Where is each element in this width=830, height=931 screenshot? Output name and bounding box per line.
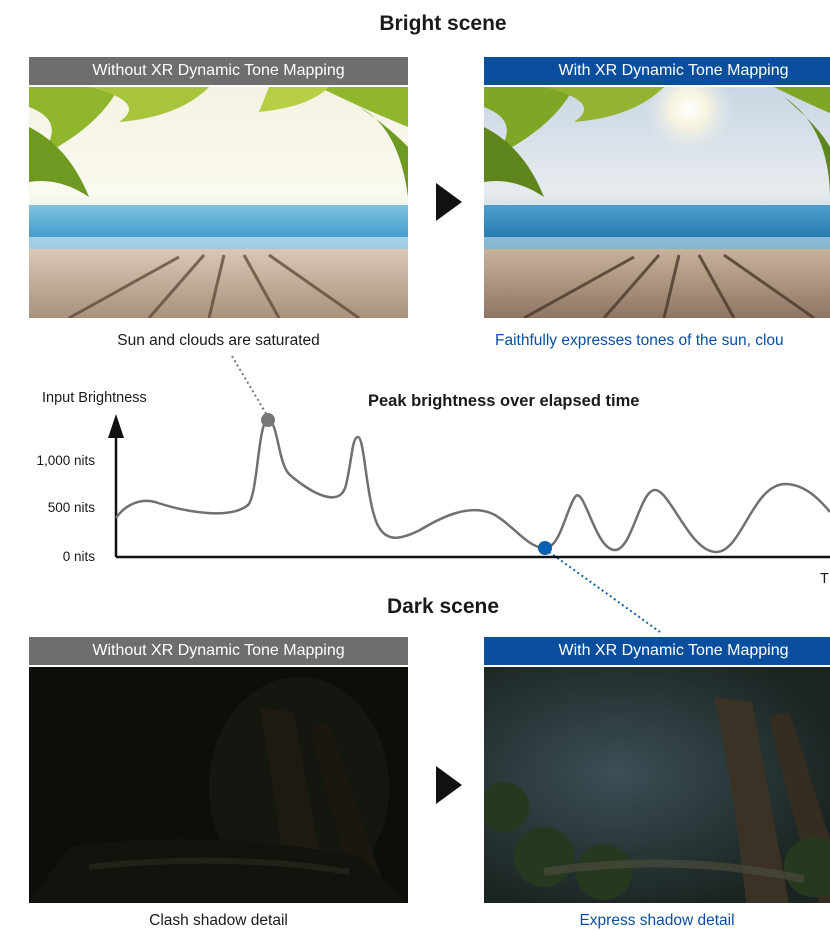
dark-connector-line — [544, 548, 661, 633]
chart-title: Peak brightness over elapsed time — [368, 392, 640, 410]
dark-with-header-label: With XR Dynamic Tone Mapping — [558, 642, 789, 659]
y-axis-label: Input Brightness — [42, 390, 147, 406]
dark-peak-marker — [538, 541, 552, 555]
brightness-curve — [114, 418, 830, 554]
y-axis-arrow-icon — [108, 414, 124, 438]
bright-peak-marker — [261, 413, 275, 427]
brightness-chart — [108, 355, 830, 633]
dark-with-header: With XR Dynamic Tone Mapping — [484, 637, 830, 667]
dark-arrow-icon — [436, 766, 462, 804]
bright-with-image — [484, 87, 830, 318]
dark-without-caption: Clash shadow detail — [149, 912, 288, 929]
bright-without-header: Without XR Dynamic Tone Mapping — [29, 57, 408, 87]
bright-without-image — [29, 87, 408, 318]
bright-arrow-icon — [436, 183, 462, 221]
y-tick-0: 0 nits — [62, 549, 95, 564]
y-tick-1000: 1,000 nits — [36, 453, 95, 468]
bright-without-caption: Sun and clouds are saturated — [117, 332, 320, 349]
x-axis-label: T — [820, 571, 829, 587]
dark-with-image — [484, 667, 830, 903]
dark-with-caption-label: Express shadow detail — [579, 912, 735, 929]
bright-scene-title: Bright scene — [379, 12, 507, 35]
bright-with-header: With XR Dynamic Tone Mapping — [484, 57, 830, 87]
dark-scene-title: Dark scene — [386, 595, 500, 618]
y-tick-500: 500 nits — [47, 500, 95, 515]
bright-with-header-label: With XR Dynamic Tone Mapping — [558, 62, 789, 79]
dark-with-caption: Express shadow detail — [484, 912, 830, 930]
bright-with-caption: Faithfully expresses tones of the sun, c… — [495, 332, 784, 349]
dark-without-image — [29, 667, 408, 903]
dark-without-header: Without XR Dynamic Tone Mapping — [29, 637, 408, 667]
bright-connector-line — [231, 355, 269, 418]
